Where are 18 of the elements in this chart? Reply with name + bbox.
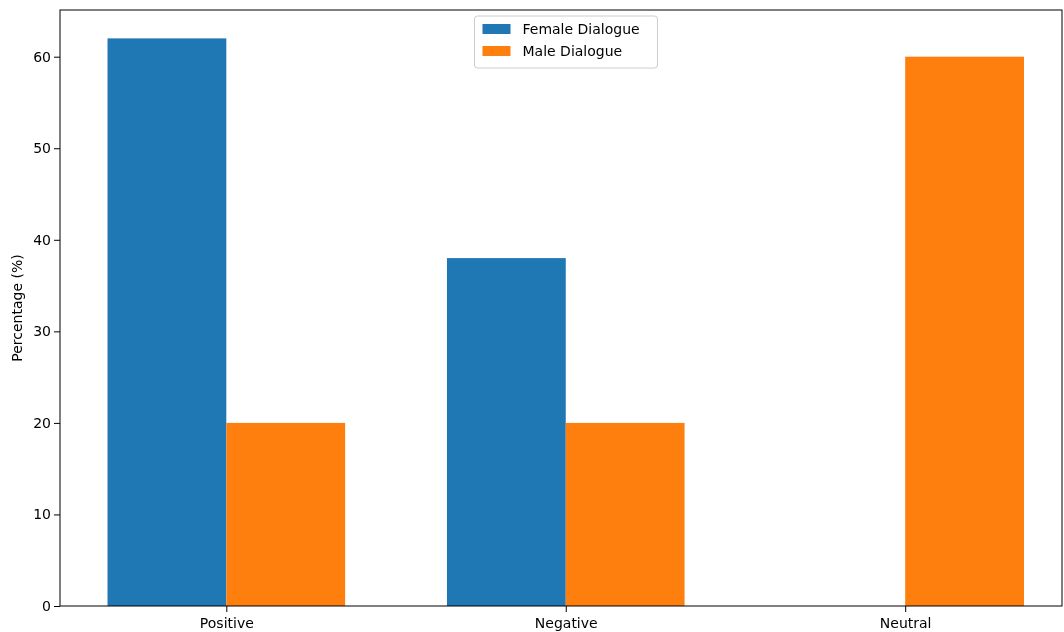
legend-label: Male Dialogue: [522, 43, 623, 59]
y-tick-label: 0: [42, 597, 51, 614]
x-tick-label: Positive: [199, 614, 254, 631]
bar: [107, 38, 227, 606]
bar: [446, 258, 566, 606]
y-tick-label: 40: [33, 231, 51, 248]
y-tick-label: 10: [33, 506, 51, 523]
legend-label: Female Dialogue: [522, 21, 640, 37]
x-tick-label: Negative: [534, 614, 598, 631]
y-tick-label: 60: [33, 48, 51, 65]
bar: [565, 422, 685, 606]
y-tick-label: 30: [33, 323, 51, 340]
x-tick-label: Neutral: [879, 614, 932, 631]
bar: [226, 422, 346, 606]
y-tick-label: 20: [33, 414, 51, 431]
y-tick-label: 50: [33, 140, 51, 157]
y-axis-title: Percentage (%): [9, 254, 25, 362]
bar: [905, 56, 1024, 606]
